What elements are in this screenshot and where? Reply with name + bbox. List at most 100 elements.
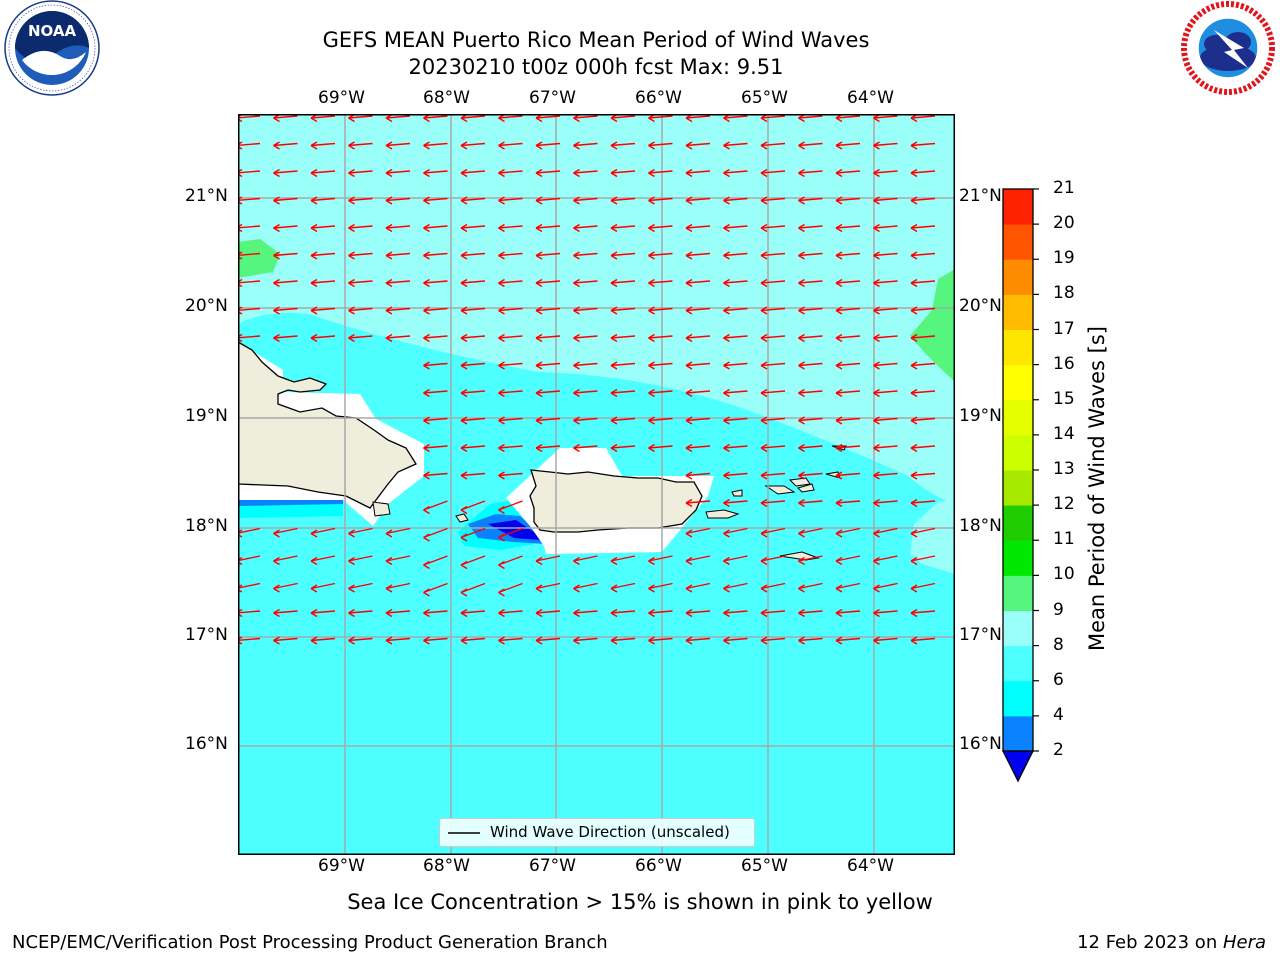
colorbar-title: Mean Period of Wind Waves [s] [1085, 326, 1109, 651]
wind-wave-arrow [760, 471, 786, 480]
wind-wave-arrow [835, 141, 861, 150]
wind-wave-arrow [573, 608, 598, 618]
wind-wave-arrow [498, 306, 523, 315]
colorbar-segment [1003, 364, 1033, 401]
wind-wave-arrow [760, 636, 786, 645]
wind-wave-arrow [348, 141, 373, 150]
wind-wave-arrow [685, 141, 711, 150]
wind-wave-arrow [685, 333, 711, 343]
wind-wave-arrow [835, 278, 861, 288]
colorbar-tick-label: 8 [1053, 634, 1064, 655]
colorbar-tick-label: 13 [1053, 459, 1075, 479]
wind-wave-arrow [910, 636, 936, 645]
wind-wave-arrow [310, 306, 336, 315]
wind-wave-arrow [610, 251, 636, 260]
colorbar-segment [1003, 329, 1033, 366]
wind-wave-arrow [273, 527, 298, 538]
wind-wave-arrow [798, 168, 823, 178]
map-legend: Wind Wave Direction (unscaled) [439, 818, 755, 847]
wind-wave-arrow [535, 196, 561, 205]
wind-wave-arrow [798, 555, 823, 566]
wind-wave-arrow [798, 333, 823, 343]
wind-wave-arrow [498, 168, 523, 178]
wind-wave-arrow [573, 416, 598, 425]
wind-wave-arrow [498, 527, 523, 542]
colorbar-segments [1003, 189, 1033, 752]
lon-label-top-66w: 66°W [635, 88, 682, 108]
wind-wave-arrow [723, 361, 748, 370]
wind-wave-arrow [648, 361, 673, 370]
wind-wave-arrow [760, 388, 786, 398]
wind-wave-arrow [873, 333, 898, 343]
lon-label-bottom-65w: 65°W [741, 856, 788, 876]
wind-wave-arrow [573, 333, 598, 343]
wind-wave-arrow [873, 471, 898, 480]
wind-wave-arrow [460, 141, 486, 150]
wind-wave-arrow [873, 388, 898, 398]
wind-wave-arrow [723, 443, 748, 453]
wind-wave-arrow [385, 306, 411, 315]
wind-wave-arrow [535, 251, 561, 260]
wind-wave-arrow [498, 278, 523, 288]
colorbar-ticks [1033, 188, 1039, 752]
wind-wave-arrow [423, 416, 448, 425]
wind-wave-arrow [648, 168, 673, 178]
wind-wave-arrow [498, 555, 523, 570]
wind-wave-arrow [610, 196, 636, 205]
sea-ice-note: Sea Ice Concentration > 15% is shown in … [347, 890, 933, 914]
wind-wave-arrow [423, 223, 448, 233]
wind-wave-arrow [310, 223, 336, 233]
wind-wave-arrow [273, 333, 298, 343]
colorbar-extend-triangle [1001, 750, 1035, 783]
wind-wave-arrow [723, 196, 748, 205]
wind-wave-arrow [348, 636, 373, 645]
wind-wave-arrow [310, 636, 336, 645]
wind-wave-arrow [498, 223, 523, 233]
colorbar-tick-label: 9 [1053, 599, 1064, 620]
wind-wave-arrow [723, 278, 748, 288]
wind-wave-arrow [835, 471, 861, 480]
wind-wave-arrow [535, 555, 561, 566]
wind-wave-arrow [310, 251, 336, 260]
wind-wave-arrow [798, 306, 823, 315]
wind-wave-arrow [685, 388, 711, 398]
wind-wave-arrow [798, 388, 823, 398]
wind-wave-arrow [535, 361, 561, 370]
wind-wave-arrow [760, 251, 786, 260]
wind-wave-arrow [573, 443, 598, 453]
lon-label-bottom-64w: 64°W [847, 856, 894, 876]
wind-wave-arrow [423, 555, 448, 570]
wind-wave-arrow [723, 333, 748, 343]
wind-wave-arrow [873, 527, 898, 538]
wind-wave-arrow [423, 361, 448, 370]
wind-wave-arrow [835, 582, 861, 593]
wind-wave-arrow [873, 555, 898, 566]
wind-wave-arrow [423, 196, 448, 205]
wind-wave-arrow [573, 196, 598, 205]
wind-wave-arrow [348, 168, 373, 178]
wind-wave-arrow [685, 636, 711, 645]
wind-wave-arrow [423, 471, 448, 480]
wind-wave-arrow [610, 582, 636, 593]
lat-label-left-16n: 16°N [185, 734, 228, 754]
wind-wave-arrow [685, 582, 711, 593]
wind-wave-arrow [460, 388, 486, 398]
wind-wave-arrow [610, 361, 636, 370]
wind-wave-arrow [573, 388, 598, 398]
ocean-8-9s-southeast [910, 499, 955, 574]
wind-wave-arrow [348, 306, 373, 315]
colorbar-segment [1003, 470, 1033, 506]
wind-wave-arrow [535, 141, 561, 150]
wind-wave-arrow [835, 498, 861, 508]
lon-label-bottom-69w: 69°W [318, 856, 365, 876]
colorbar-tick-label: 12 [1053, 494, 1075, 515]
colorbar-tick-label: 19 [1053, 248, 1075, 269]
lat-label-right-21n: 21°N [959, 186, 1002, 206]
wind-wave-arrow [910, 333, 936, 343]
wind-wave-arrow [798, 141, 823, 150]
colorbar-segment [1003, 399, 1033, 436]
wind-wave-arrow [423, 443, 448, 453]
wind-wave-arrow [610, 223, 636, 233]
wind-wave-arrow [460, 251, 486, 260]
wind-wave-arrow [798, 636, 823, 645]
